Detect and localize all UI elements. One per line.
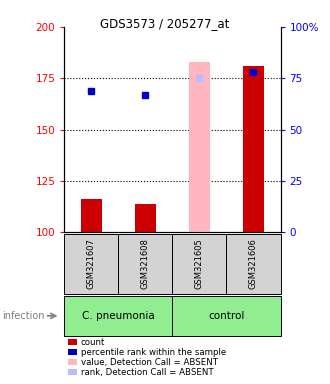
Text: control: control bbox=[208, 311, 245, 321]
Bar bbox=[135, 204, 156, 232]
Text: GSM321605: GSM321605 bbox=[195, 238, 204, 290]
Text: GDS3573 / 205277_at: GDS3573 / 205277_at bbox=[100, 17, 230, 30]
Text: value, Detection Call = ABSENT: value, Detection Call = ABSENT bbox=[81, 358, 218, 367]
Text: C. pneumonia: C. pneumonia bbox=[82, 311, 155, 321]
Text: GSM321608: GSM321608 bbox=[141, 238, 150, 290]
Text: rank, Detection Call = ABSENT: rank, Detection Call = ABSENT bbox=[81, 368, 214, 377]
Text: count: count bbox=[81, 338, 105, 347]
Bar bbox=[189, 62, 210, 232]
Bar bbox=[243, 66, 264, 232]
Text: GSM321607: GSM321607 bbox=[87, 238, 96, 290]
Text: percentile rank within the sample: percentile rank within the sample bbox=[81, 348, 226, 357]
Text: infection: infection bbox=[2, 311, 44, 321]
Bar bbox=[81, 199, 102, 232]
Text: GSM321606: GSM321606 bbox=[249, 238, 258, 290]
